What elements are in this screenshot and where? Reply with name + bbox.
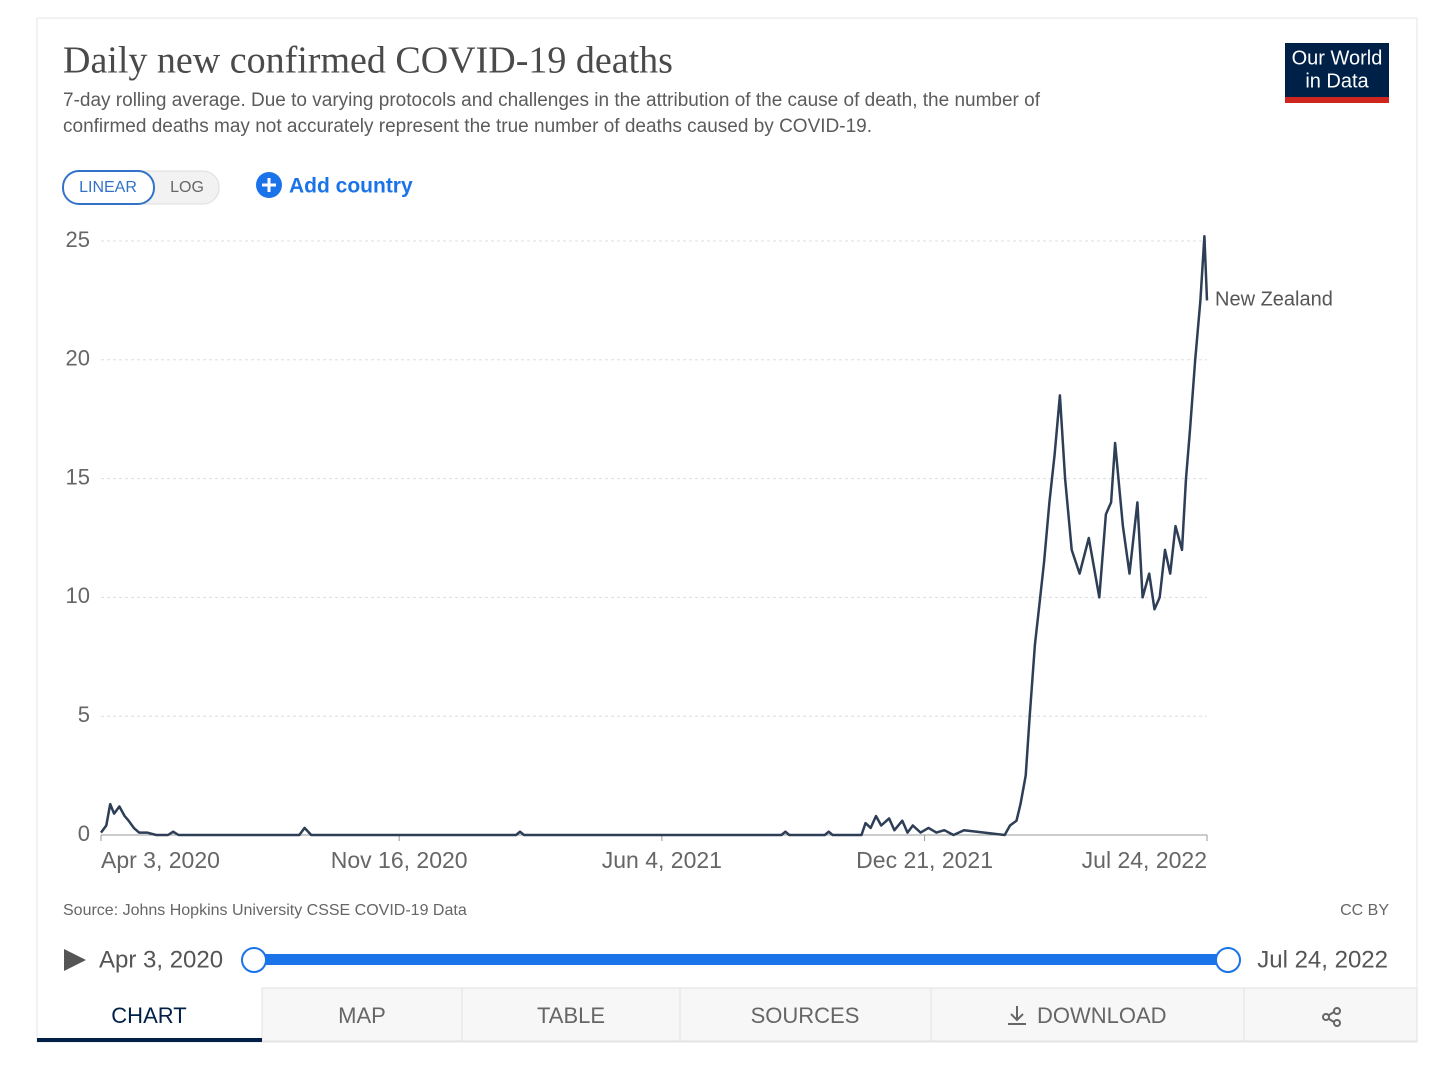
share-icon[interactable] [1322,1007,1341,1027]
timeline-end: Jul 24, 2022 [1257,946,1388,973]
tab[interactable]: TABLE [537,1003,605,1028]
logo-bar [1285,97,1389,103]
tab[interactable]: SOURCES [751,1003,860,1028]
tab-bar [261,987,1418,1042]
x-tick-label: Dec 21, 2021 [856,847,993,873]
logo[interactable] [1285,43,1389,103]
y-tick-label: 15 [66,464,90,489]
play-button[interactable] [64,949,86,971]
timeline-track [254,954,1228,965]
y-tick-label: 5 [78,702,90,727]
chart-title: Daily new confirmed COVID-19 deaths [63,40,673,82]
series-label: New Zealand [1215,289,1333,311]
add-country[interactable]: Add country [289,175,413,198]
linear-label: LINEAR [79,179,137,196]
y-tick-label: 20 [66,346,90,371]
subtitle: confirmed deaths may not accurately repr… [63,116,872,137]
linear-button[interactable] [62,170,155,205]
y-tick-label: 10 [66,583,90,608]
x-tick-label: Apr 3, 2020 [101,847,220,873]
license: CC BY [1340,902,1389,919]
y-tick-label: 0 [78,821,90,846]
x-tick-label: Nov 16, 2020 [331,847,468,873]
card [36,17,1418,1043]
tab[interactable]: MAP [338,1003,386,1028]
timeline-handle[interactable] [1215,947,1241,973]
download-icon [1008,1006,1026,1025]
subtitle: 7-day rolling average. Due to varying pr… [63,90,1041,111]
x-tick-label: Jul 24, 2022 [1082,847,1207,873]
plus [262,178,276,192]
series-line [99,234,1209,837]
logo-text: Our World [1292,47,1383,69]
tab[interactable]: CHART [111,1003,186,1028]
active-tab-line [37,1038,262,1042]
y-tick-label: 25 [66,227,90,252]
log-button[interactable]: LOG [170,179,204,196]
tab[interactable]: DOWNLOAD [1037,1003,1167,1028]
logo-text: in Data [1305,70,1369,92]
source: Source: Johns Hopkins University CSSE CO… [63,902,467,919]
x-tick-label: Jun 4, 2021 [602,847,722,873]
timeline-handle[interactable] [241,947,267,973]
tab-dividers [461,988,1245,1041]
timeline-start: Apr 3, 2020 [99,946,223,973]
